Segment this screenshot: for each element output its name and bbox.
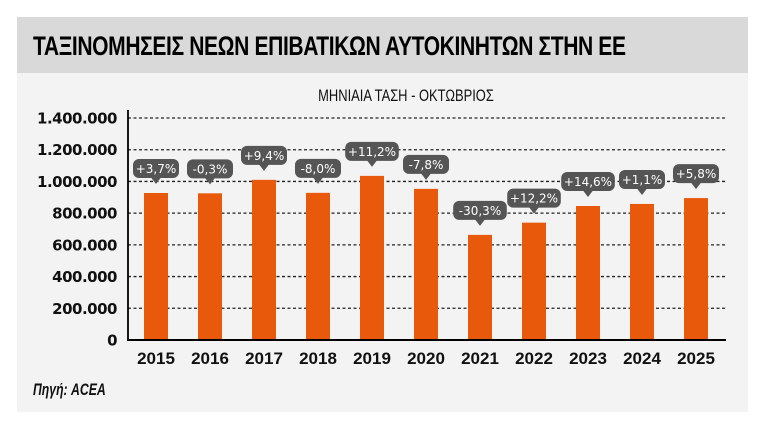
x-tick-label: 2015	[137, 349, 175, 368]
bar	[630, 203, 654, 340]
y-tick-label: 200.000	[52, 300, 117, 318]
bubble-shape	[561, 172, 615, 192]
bubble-shape	[403, 154, 449, 174]
data-label-bubble: -8,0%	[295, 158, 341, 184]
data-label-bubble: -30,3%	[453, 200, 507, 226]
data-label-bubble: +9,4%	[241, 145, 287, 171]
bubble-shape	[453, 200, 507, 220]
bubble-pointer	[313, 177, 323, 184]
bubble-pointer	[421, 173, 431, 180]
bubble-pointer	[259, 164, 269, 171]
data-label-bubble: +5,8%	[673, 164, 719, 190]
y-tick-label: 600.000	[52, 236, 117, 254]
bubble-pointer	[637, 188, 647, 195]
data-label-bubble: +3,7%	[133, 159, 179, 185]
bubble-shape	[295, 158, 341, 178]
bubble-pointer	[691, 182, 701, 190]
y-tick-label: 1.400.000	[37, 110, 117, 128]
data-label: +14,6%	[564, 175, 612, 189]
data-label: +5,8%	[676, 167, 717, 181]
bar	[684, 198, 708, 340]
data-label: +1,1%	[622, 173, 663, 187]
y-tick-label: 1.200.000	[37, 141, 117, 159]
x-tick-label: 2023	[569, 349, 607, 368]
data-label-bubble: +14,6%	[561, 172, 615, 198]
data-label-bubble: +11,2%	[345, 141, 399, 167]
bubble-pointer	[529, 207, 539, 214]
data-label: -8,0%	[301, 162, 336, 176]
data-label: -7,8%	[409, 158, 444, 172]
data-label: -0,3%	[193, 162, 228, 176]
bubble-shape	[345, 141, 399, 161]
x-tick-label: 2017	[245, 349, 283, 368]
bar	[252, 179, 276, 340]
data-label-bubble: -7,8%	[403, 154, 449, 180]
bubble-shape	[673, 164, 719, 184]
bubble-pointer	[475, 219, 485, 226]
bubble-pointer	[367, 160, 377, 167]
bubble-pointer	[205, 177, 215, 185]
bar	[414, 188, 438, 340]
data-label: -30,3%	[459, 204, 501, 218]
bar	[522, 222, 546, 340]
bar	[144, 193, 168, 340]
x-tick-label: 2020	[407, 349, 445, 368]
y-tick-label: 400.000	[52, 268, 117, 286]
data-label: +9,4%	[244, 149, 285, 163]
bar	[360, 175, 384, 340]
x-tick-label: 2022	[515, 349, 553, 368]
bubble-shape	[133, 159, 179, 179]
bubble-shape	[507, 188, 561, 208]
data-label-bubble: +12,2%	[507, 188, 561, 214]
source-note: Πηγή: ACEA	[33, 380, 106, 399]
x-tick-label: 2019	[353, 349, 391, 368]
bubble-pointer	[583, 190, 593, 198]
data-label: +11,2%	[348, 145, 396, 159]
x-tick-label: 2016	[191, 349, 229, 368]
bubble-shape	[241, 145, 287, 165]
bar	[468, 234, 492, 340]
bar	[306, 192, 330, 340]
bubble-shape	[619, 169, 665, 189]
y-tick-label: 1.000.000	[37, 173, 117, 191]
data-label-bubble: +1,1%	[619, 169, 665, 195]
bar	[198, 193, 222, 340]
chart-title: ΤΑΞΙΝΟΜΗΣΕΙΣ ΝΕΩΝ ΕΠΙΒΑΤΙΚΩΝ ΑΥΤΟΚΙΝΗΤΩΝ…	[33, 31, 626, 61]
chart-subtitle: ΜΗΝΙΑΙΑ ΤΑΣΗ - ΟΚΤΩΒΡΙΟΣ	[318, 86, 494, 105]
data-label: +3,7%	[136, 162, 177, 176]
data-label-bubble: -0,3%	[187, 159, 233, 185]
y-tick-label: 0	[107, 332, 117, 350]
bubble-shape	[187, 159, 233, 179]
x-tick-label: 2024	[623, 349, 661, 368]
x-tick-label: 2021	[461, 349, 499, 368]
y-tick-label: 800.000	[52, 205, 117, 223]
bubble-pointer	[151, 177, 161, 185]
data-label: +12,2%	[510, 192, 558, 206]
header-bar	[17, 17, 748, 73]
x-tick-label: 2025	[677, 349, 715, 368]
x-tick-label: 2018	[299, 349, 337, 368]
bar	[576, 206, 600, 340]
